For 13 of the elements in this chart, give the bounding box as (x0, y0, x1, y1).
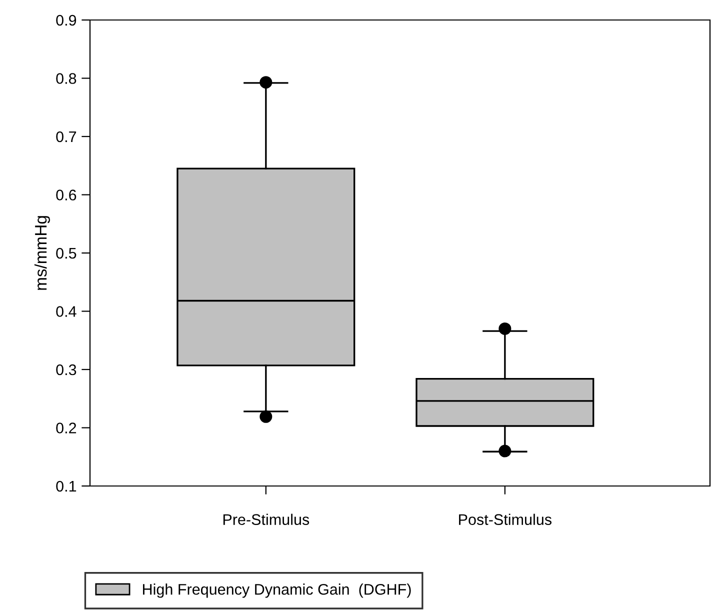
y-tick-label: 0.1 (56, 480, 76, 492)
y-tick-label: 0.7 (56, 131, 76, 142)
y-tick-label: 0.8 (56, 73, 76, 84)
y-tick-label: 0.3 (56, 364, 76, 376)
y-tick-label: 0.5 (56, 248, 76, 259)
y-tick-label: 0.6 (56, 190, 76, 200)
y-axis-title: ms/mmHg (34, 216, 50, 290)
y-tick-label: 0.2 (56, 422, 76, 434)
y-tick-label: 0.4 (56, 306, 76, 317)
x-tick-label: Pre-Stimulus (223, 514, 310, 525)
x-tick-label: Post-Stimulus (459, 514, 552, 525)
y-tick-label: 0.9 (56, 14, 76, 26)
legend-label: High Frequency Dynamic Gain (DGHF) (143, 584, 411, 598)
